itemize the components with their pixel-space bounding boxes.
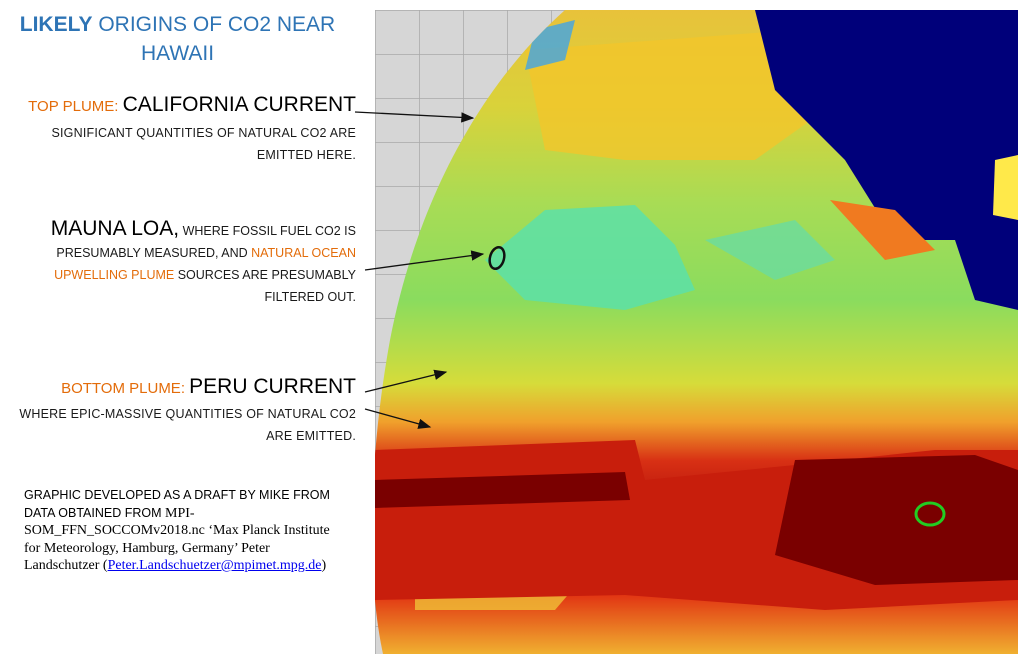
coastal-yellow-band — [993, 155, 1018, 220]
cool-upwelling-region — [485, 205, 695, 310]
north-america-land — [755, 10, 1018, 310]
coastal-orange-band — [830, 200, 935, 260]
bottom-plume-annotation: BOTTOM PLUME: PERU CURRENT WHERE EPIC-MA… — [0, 373, 356, 447]
cool-region-2 — [705, 220, 835, 280]
bottom-plume-description: WHERE EPIC-MASSIVE QUANTITIES OF NATURAL… — [19, 407, 356, 443]
mauna-loa-text-2: SOURCES ARE PRESUMABLY FILTERED OUT. — [174, 268, 356, 304]
bottom-plume-label: BOTTOM PLUME: — [61, 380, 190, 397]
globe — [375, 10, 1018, 654]
california-current-plume — [525, 30, 825, 160]
bottom-plume-name: PERU CURRENT — [189, 375, 356, 398]
top-plume-label: TOP PLUME: — [28, 98, 123, 115]
mauna-loa-text-1: WHERE FOSSIL FUEL CO2 IS PRESUMABLY MEAS… — [56, 224, 356, 260]
credit-line-2: MPI-SOM_FFN_SOCCOMv2018.nc ‘Max Planck I… — [24, 505, 330, 574]
mauna-loa-marker — [488, 245, 506, 271]
top-plume-description: SIGNIFICANT QUANTITIES OF NATURAL CO2 AR… — [51, 126, 356, 162]
page-title: LIKELY ORIGINS OF CO2 NEAR HAWAII — [0, 10, 355, 68]
emission-band — [375, 472, 630, 508]
credit-email-link[interactable]: Peter.Landschuetzer@mpimet.mpg.de — [107, 558, 322, 573]
top-plume-name: CALIFORNIA CURRENT — [122, 93, 356, 116]
top-plume-annotation: TOP PLUME: CALIFORNIA CURRENT SIGNIFICAN… — [0, 90, 356, 166]
title-emphasis: LIKELY — [19, 13, 93, 36]
mauna-loa-name: MAUNA LOA, — [50, 217, 180, 240]
peak-emission-core — [775, 455, 1018, 585]
mauna-loa-annotation: MAUNA LOA, WHERE FOSSIL FUEL CO2 IS PRES… — [16, 218, 356, 308]
title-text: ORIGINS OF CO2 NEAR HAWAII — [92, 13, 336, 65]
mauna-loa-highlight: NATURAL OCEAN UPWELLING PLUME — [54, 246, 356, 282]
credit-note: GRAPHIC DEVELOPED AS A DRAFT BY MIKE FRO… — [24, 487, 344, 575]
target-marker — [914, 501, 946, 527]
credit-close: ) — [321, 558, 327, 573]
credit-line-1: GRAPHIC DEVELOPED AS A DRAFT BY MIKE FRO… — [24, 488, 330, 520]
co2-globe-map — [375, 10, 1018, 654]
